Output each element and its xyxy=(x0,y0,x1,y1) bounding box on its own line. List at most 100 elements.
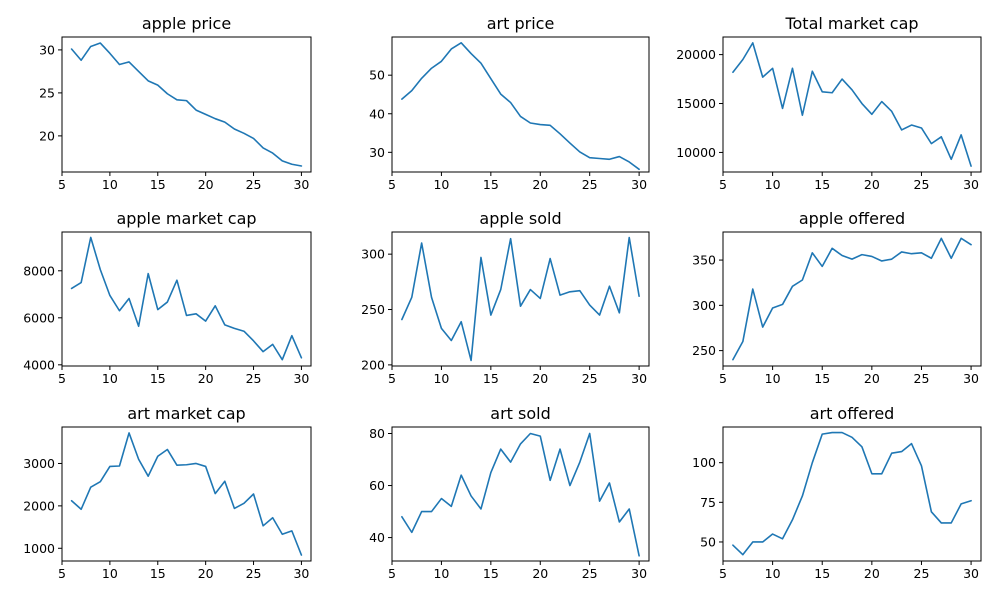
x-tick-label: 30 xyxy=(293,371,309,386)
x-tick-label: 10 xyxy=(765,566,781,581)
x-tick-label: 10 xyxy=(765,177,781,192)
subplot-7: art sold 5 10 15 20 25 30 40 60 80 xyxy=(369,404,650,581)
axes-frame xyxy=(61,426,312,562)
y-tick-label: 1000 xyxy=(23,541,55,556)
x-tick-label: 15 xyxy=(150,566,166,581)
series-line xyxy=(70,432,303,556)
y-tick-label: 40 xyxy=(369,106,385,121)
x-tick-label: 20 xyxy=(532,371,548,386)
x-tick-label: 10 xyxy=(102,566,118,581)
subplot-2: Total market cap 5 10 15 20 25 30 10000 15000 200… xyxy=(676,14,982,192)
subplot-title: Total market cap xyxy=(784,14,918,33)
subplot-5: apple offered 5 10 15 20 25 30 250 300 350 xyxy=(692,209,982,386)
subplot-4: apple sold 5 10 15 20 25 30 200 250 300 xyxy=(361,209,650,386)
x-tick-label: 5 xyxy=(719,177,727,192)
series-line xyxy=(732,431,972,556)
subplot-title: apple market cap xyxy=(116,209,256,228)
subplot-title: art price xyxy=(487,14,555,33)
x-tick-label: 15 xyxy=(483,566,499,581)
y-tick-label: 8000 xyxy=(23,263,55,278)
x-tick-label: 20 xyxy=(532,566,548,581)
x-tick-label: 20 xyxy=(198,371,214,386)
x-tick-label: 30 xyxy=(631,371,647,386)
series-line xyxy=(70,236,303,361)
x-tick-label: 30 xyxy=(963,371,979,386)
y-tick-label: 250 xyxy=(361,302,385,317)
x-tick-label: 5 xyxy=(719,566,727,581)
x-tick-label: 15 xyxy=(150,177,166,192)
subplot-6: art market cap 5 10 15 20 25 30 1000 2000 3000 xyxy=(23,404,312,581)
x-tick-label: 30 xyxy=(963,566,979,581)
subplot-1: art price 5 10 15 20 25 30 30 40 50 xyxy=(369,14,650,192)
y-tick-label: 50 xyxy=(700,534,716,549)
x-tick-label: 20 xyxy=(864,566,880,581)
y-tick-label: 300 xyxy=(361,247,385,262)
y-tick-label: 350 xyxy=(692,253,716,268)
x-tick-label: 10 xyxy=(102,371,118,386)
series-line xyxy=(401,41,640,171)
x-tick-label: 10 xyxy=(433,566,449,581)
x-tick-label: 15 xyxy=(814,566,830,581)
y-tick-label: 300 xyxy=(692,298,716,313)
x-tick-label: 10 xyxy=(433,177,449,192)
series-line xyxy=(70,42,303,167)
x-tick-label: 25 xyxy=(582,566,598,581)
subplot-title: apple sold xyxy=(479,209,561,228)
y-tick-label: 100 xyxy=(692,455,716,470)
series-line xyxy=(732,237,972,361)
axes-frame xyxy=(391,36,650,173)
x-tick-label: 5 xyxy=(58,371,66,386)
subplot-8: art offered 5 10 15 20 25 30 50 75 100 xyxy=(692,404,982,581)
x-tick-label: 30 xyxy=(963,177,979,192)
x-tick-label: 25 xyxy=(582,371,598,386)
x-tick-label: 5 xyxy=(388,371,396,386)
y-tick-label: 10000 xyxy=(676,145,716,160)
x-tick-label: 20 xyxy=(198,566,214,581)
y-tick-label: 20000 xyxy=(676,47,716,62)
x-tick-label: 5 xyxy=(58,566,66,581)
axes-frame xyxy=(722,231,982,367)
y-tick-label: 250 xyxy=(692,343,716,358)
x-tick-label: 15 xyxy=(814,177,830,192)
x-tick-label: 15 xyxy=(150,371,166,386)
x-tick-label: 5 xyxy=(388,177,396,192)
axes-frame xyxy=(61,36,312,173)
x-tick-label: 15 xyxy=(483,371,499,386)
x-tick-label: 20 xyxy=(864,371,880,386)
series-line xyxy=(401,432,640,557)
x-tick-label: 25 xyxy=(246,566,262,581)
y-tick-label: 20 xyxy=(39,128,55,143)
x-tick-label: 15 xyxy=(483,177,499,192)
axes-frame xyxy=(722,426,982,562)
y-tick-label: 50 xyxy=(369,68,385,83)
axes-frame xyxy=(61,231,312,367)
y-tick-label: 200 xyxy=(361,357,385,372)
x-tick-label: 25 xyxy=(914,566,930,581)
y-tick-label: 6000 xyxy=(23,310,55,325)
y-tick-label: 25 xyxy=(39,85,55,100)
series-line xyxy=(401,236,640,362)
axes-frame xyxy=(391,231,650,367)
x-tick-label: 5 xyxy=(58,177,66,192)
x-tick-label: 30 xyxy=(631,566,647,581)
subplot-0: apple price 5 10 15 20 25 30 20 25 30 xyxy=(39,14,312,192)
x-tick-label: 20 xyxy=(532,177,548,192)
series-line xyxy=(732,42,972,167)
subplot-3: apple market cap 5 10 15 20 25 30 4000 6000 8000 xyxy=(23,209,312,386)
x-tick-label: 10 xyxy=(102,177,118,192)
y-tick-label: 30 xyxy=(39,42,55,57)
x-tick-label: 10 xyxy=(765,371,781,386)
y-tick-label: 60 xyxy=(369,478,385,493)
x-tick-label: 25 xyxy=(246,177,262,192)
x-tick-label: 20 xyxy=(198,177,214,192)
y-tick-label: 75 xyxy=(700,495,716,510)
y-tick-label: 4000 xyxy=(23,357,55,372)
y-tick-label: 40 xyxy=(369,530,385,545)
x-tick-label: 30 xyxy=(293,177,309,192)
subplot-title: apple price xyxy=(142,14,231,33)
x-tick-label: 15 xyxy=(814,371,830,386)
x-tick-label: 25 xyxy=(914,177,930,192)
subplot-title: art sold xyxy=(490,404,550,423)
x-tick-label: 25 xyxy=(582,177,598,192)
